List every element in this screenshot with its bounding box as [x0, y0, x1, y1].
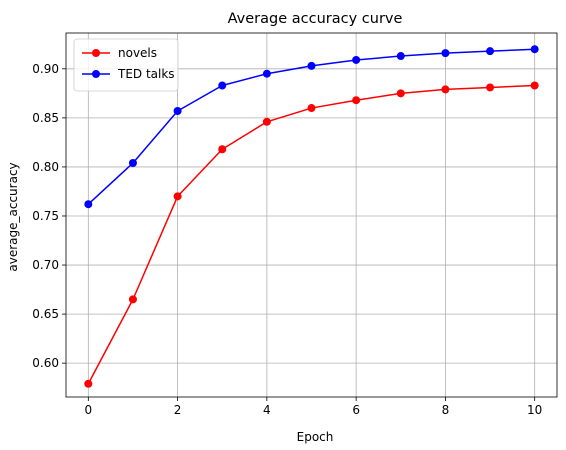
data-point — [173, 107, 182, 115]
x-tick-label: 2 — [174, 403, 182, 417]
x-tick-label: 8 — [442, 403, 450, 417]
y-tick-label: 0.65 — [32, 307, 59, 321]
data-point — [128, 159, 137, 167]
x-tick-label: 4 — [263, 403, 271, 417]
x-tick-label: 10 — [527, 403, 542, 417]
data-point — [530, 45, 539, 54]
y-tick-label: 0.75 — [32, 209, 59, 223]
legend-item: novels — [82, 46, 157, 60]
y-axis-label: average_accuracy — [6, 162, 20, 271]
legend-label: TED talks — [117, 67, 175, 81]
data-point — [441, 85, 450, 94]
legend-marker — [92, 70, 100, 78]
data-point — [307, 104, 316, 113]
data-point — [486, 47, 495, 56]
plot-area — [65, 32, 558, 398]
data-point — [396, 52, 405, 61]
data-point — [173, 192, 182, 201]
legend-label: novels — [118, 46, 157, 60]
data-point — [352, 55, 361, 64]
legend-item: TED talks — [82, 67, 175, 81]
data-point — [218, 81, 227, 90]
series-line — [87, 84, 535, 385]
data-point — [84, 200, 93, 209]
legend-marker — [92, 49, 100, 57]
chart-title: Average accuracy curve — [228, 11, 403, 27]
data-point — [262, 69, 271, 78]
data-point — [441, 49, 450, 58]
x-axis-ticks: 0 2 4 6 8 10 — [84, 397, 542, 417]
y-tick-label: 0.60 — [32, 356, 59, 370]
data-point — [218, 145, 227, 154]
legend: novels TED talks — [73, 38, 179, 92]
series-layer — [84, 45, 539, 388]
y-tick-label: 0.85 — [32, 111, 59, 125]
data-point — [307, 61, 316, 70]
data-point — [530, 81, 539, 90]
x-tick-label: 6 — [352, 403, 360, 417]
data-point — [352, 96, 361, 105]
x-axis-label: Epoch — [297, 430, 334, 444]
legend-box — [73, 38, 179, 92]
data-point — [84, 379, 93, 388]
y-tick-label: 0.70 — [32, 258, 59, 272]
series-0 — [84, 81, 539, 388]
series-1 — [84, 45, 539, 209]
y-axis-ticks: 0.60 0.65 0.70 0.75 0.80 0.85 0.90 — [32, 62, 66, 370]
y-tick-label: 0.80 — [32, 160, 59, 174]
data-point — [128, 295, 137, 304]
data-point — [262, 117, 271, 126]
x-tick-label: 0 — [84, 403, 92, 417]
data-point — [486, 83, 495, 92]
data-point — [396, 89, 405, 98]
y-tick-label: 0.90 — [32, 62, 59, 76]
